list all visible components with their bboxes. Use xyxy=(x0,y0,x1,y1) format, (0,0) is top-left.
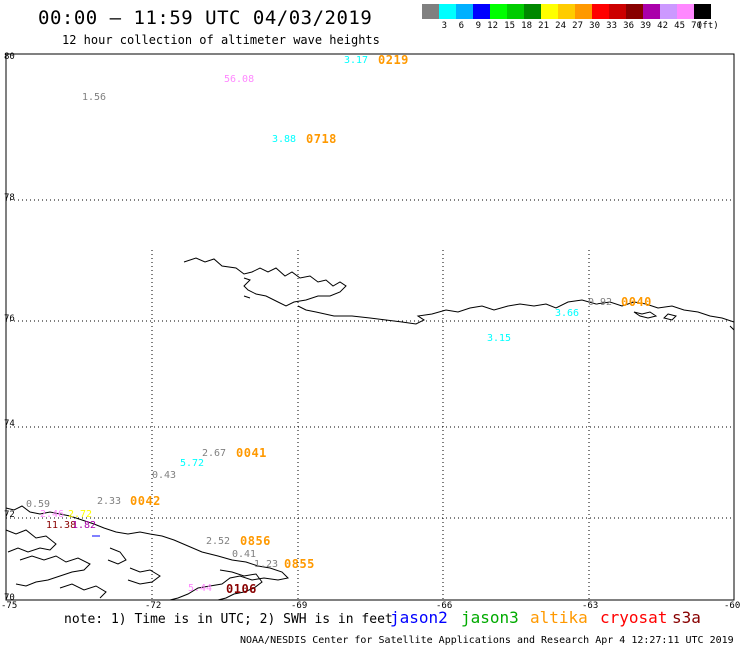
map-frame xyxy=(5,53,735,601)
wave-value: 3.17 xyxy=(344,55,369,66)
pass-time-label: 0219 xyxy=(378,53,409,67)
wave-value: 56.08 xyxy=(224,74,255,85)
wave-value: 2.46 xyxy=(40,509,65,520)
legend-swatch xyxy=(626,4,643,19)
latitude-gridlines xyxy=(6,199,734,519)
legend-swatch xyxy=(473,4,490,19)
pass-time-label: 0106 xyxy=(226,582,257,596)
legend-tick-label: 12 xyxy=(487,21,498,31)
legend-swatch xyxy=(456,4,473,19)
pass-time-label: 0041 xyxy=(236,446,267,460)
pass-time-label: 0855 xyxy=(284,557,315,571)
legend-swatch xyxy=(439,4,456,19)
wave-value: 3.66 xyxy=(555,308,580,319)
legend-unit: (ft) xyxy=(697,21,719,31)
wave-value: 2.67 xyxy=(202,448,227,459)
legend-tick-label: 15 xyxy=(504,21,515,31)
legend-tick-label: 45 xyxy=(674,21,685,31)
legend-swatch xyxy=(592,4,609,19)
lat-label-74: 74 xyxy=(4,419,15,429)
mission-jason2: jason2 xyxy=(390,608,448,627)
lon-label-66: -66 xyxy=(436,601,453,611)
coastline-island-east xyxy=(633,311,677,321)
wave-value: 0.43 xyxy=(152,470,177,481)
wave-value: 1.82 xyxy=(72,520,97,531)
legend-swatch xyxy=(694,4,711,19)
legend-swatch xyxy=(422,4,439,19)
legend-tick-label: 33 xyxy=(606,21,617,31)
map-title: 00:00 – 11:59 UTC 04/03/2019 xyxy=(38,7,373,29)
legend-swatch xyxy=(643,4,660,19)
lon-label-69: -69 xyxy=(291,601,308,611)
footnote: note: 1) Time is in UTC; 2) SWH is in fe… xyxy=(64,612,393,627)
lat-label-80: 80 xyxy=(4,52,15,62)
lon-label-63: -63 xyxy=(582,601,599,611)
mission-cryosat: cryosat xyxy=(600,608,668,627)
legend-tick-label: 30 xyxy=(589,21,600,31)
legend-tick-label: 9 xyxy=(475,21,481,31)
pass-time-label: 0718 xyxy=(306,132,337,146)
lon-label-60: -60 xyxy=(724,601,740,611)
legend-swatch xyxy=(609,4,626,19)
lon-label-75: -75 xyxy=(1,601,18,611)
map-subtitle: 12 hour collection of altimeter wave hei… xyxy=(62,33,380,47)
legend-tick-label: 27 xyxy=(572,21,583,31)
legend-swatch xyxy=(524,4,541,19)
wave-value: 2.52 xyxy=(206,536,231,547)
legend-swatch xyxy=(677,4,694,19)
mission-altika: altika xyxy=(530,608,588,627)
legend-swatch xyxy=(660,4,677,19)
legend-swatch xyxy=(575,4,592,19)
coastline-greenland xyxy=(183,257,735,331)
wave-value: 11.38 xyxy=(46,520,77,531)
legend-swatch xyxy=(558,4,575,19)
legend-tick-label: 6 xyxy=(458,21,464,31)
wave-height-legend: 3 6 9 12 15 18 21 24 27 30 33 36 39 42 45 70 (ft) xyxy=(422,4,728,34)
longitude-gridlines xyxy=(151,250,590,600)
mission-jason3: jason3 xyxy=(461,608,519,627)
lat-label-76: 76 xyxy=(4,314,15,324)
legend-tick-label: 42 xyxy=(657,21,668,31)
legend-tick-label: 18 xyxy=(521,21,532,31)
legend-tick-label: 3 xyxy=(441,21,447,31)
wave-value: 5.72 xyxy=(180,458,205,469)
pass-time-label: 0042 xyxy=(130,494,161,508)
wave-value: 3.88 xyxy=(272,134,297,145)
coastline-baffin xyxy=(5,505,290,601)
wave-value: 2.72 xyxy=(68,509,93,520)
lat-label-78: 78 xyxy=(4,193,15,203)
wave-value: 0.92 xyxy=(588,297,613,308)
lat-label-72: 72 xyxy=(4,510,15,520)
wave-value: 0.59 xyxy=(26,499,51,510)
wave-value: 5.44 xyxy=(188,583,213,594)
legend-tick-label: 36 xyxy=(623,21,634,31)
wave-value: 1.23 xyxy=(254,559,279,570)
lat-label-70: 70 xyxy=(4,593,15,603)
legend-tick-label: 24 xyxy=(555,21,566,31)
pass-time-label: 0856 xyxy=(240,534,271,548)
wave-value: 1.56 xyxy=(82,92,107,103)
legend-tick-label: 70 xyxy=(691,21,702,31)
lon-label-72: -72 xyxy=(145,601,162,611)
legend-swatch xyxy=(541,4,558,19)
legend-swatch xyxy=(507,4,524,19)
legend-swatch xyxy=(490,4,507,19)
wave-value: 0.41 xyxy=(232,549,257,560)
wave-value: 3.15 xyxy=(487,333,512,344)
mission-s3a: s3a xyxy=(672,608,701,627)
pass-time-label: 0040 xyxy=(621,295,652,309)
legend-tick-label: 39 xyxy=(640,21,651,31)
legend-tick-label: 21 xyxy=(538,21,549,31)
credit-line: NOAA/NESDIS Center for Satellite Applica… xyxy=(240,635,734,646)
wave-value: 2.33 xyxy=(97,496,122,507)
